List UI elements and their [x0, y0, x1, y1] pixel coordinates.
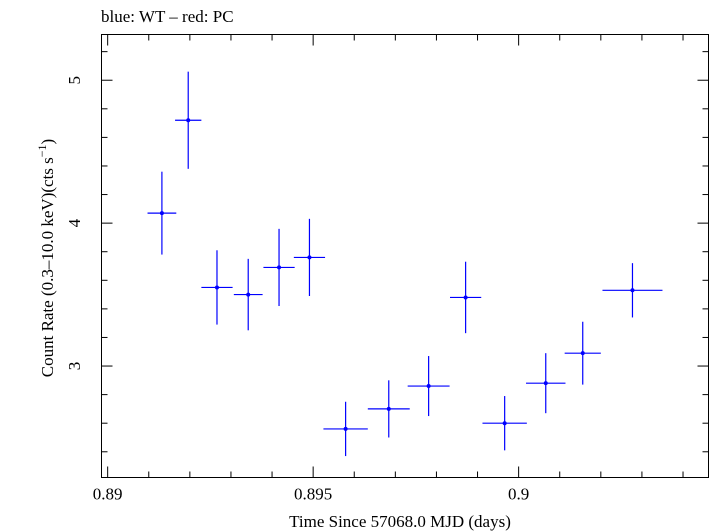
chart-title: blue: WT – red: PC — [101, 7, 234, 26]
point-marker — [630, 288, 635, 293]
point-marker — [307, 255, 312, 260]
x-tick-label: 0.89 — [93, 485, 123, 504]
point-marker — [580, 351, 585, 356]
point-marker — [386, 406, 391, 411]
point-marker — [214, 285, 219, 290]
data-point — [602, 263, 663, 318]
point-marker — [426, 384, 431, 389]
y-axis-label-exponent: −1 — [35, 144, 49, 157]
data-point — [564, 321, 601, 385]
y-axis-label: Count Rate (0.3–10.0 keV)(cts s−1) — [35, 139, 57, 377]
plot-frame — [101, 34, 709, 478]
data-point — [263, 228, 295, 307]
point-marker — [463, 295, 468, 300]
point-marker — [246, 292, 251, 297]
point-marker — [186, 118, 191, 123]
data-point — [450, 261, 482, 334]
data-point — [147, 171, 177, 255]
data-point — [233, 258, 263, 331]
data-point — [201, 250, 233, 325]
axis-ticks — [101, 34, 709, 478]
data-point — [175, 71, 202, 169]
y-tick-label: 5 — [65, 76, 84, 85]
x-axis-label: Time Since 57068.0 MJD (days) — [289, 512, 511, 531]
point-marker — [502, 421, 507, 426]
point-marker — [277, 265, 282, 270]
point-marker — [159, 211, 164, 216]
y-tick-label: 4 — [65, 218, 84, 227]
data-point — [367, 380, 410, 438]
data-point — [526, 353, 566, 414]
data-point — [323, 401, 368, 457]
point-marker — [543, 381, 548, 386]
y-axis-label-close: ) — [38, 139, 57, 145]
data-point — [407, 356, 450, 417]
x-tick-label: 0.9 — [508, 485, 529, 504]
y-axis-label-main: Count Rate (0.3–10.0 keV)(cts s — [38, 157, 57, 377]
y-tick-label: 3 — [65, 362, 84, 371]
data-point — [482, 396, 527, 451]
x-tick-label: 0.895 — [294, 485, 332, 504]
tick-labels: 0.89 0.895 0.9 3 4 5 — [65, 76, 529, 504]
data-points — [147, 71, 663, 457]
point-marker — [343, 426, 348, 431]
data-point — [293, 218, 326, 297]
